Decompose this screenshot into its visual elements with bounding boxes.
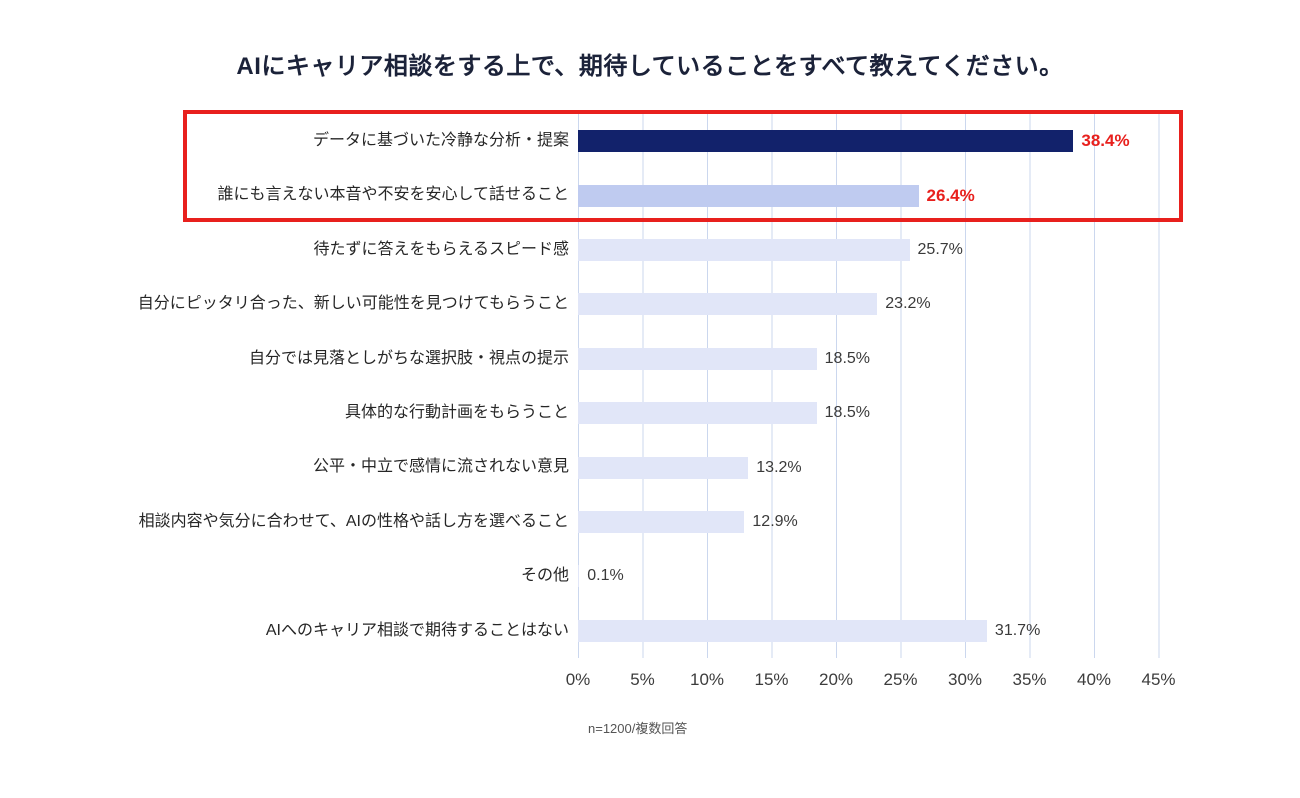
- bar-track: 31.7%: [578, 603, 1186, 658]
- bar-track: 0.1%: [578, 549, 1186, 604]
- x-tick: 30%: [947, 669, 983, 689]
- value-label: 31.7%: [994, 621, 1041, 639]
- bar-track: 13.2%: [578, 440, 1186, 495]
- bar-track: 38.4%: [578, 114, 1186, 169]
- x-tick: 0%: [565, 669, 591, 689]
- bar-row: データに基づいた冷静な分析・提案 38.4%: [95, 114, 1186, 169]
- category-label: 公平・中立で感情に流されない意見: [312, 458, 569, 476]
- bar: [578, 619, 987, 642]
- bar-track: 12.9%: [578, 494, 1186, 550]
- bar: [578, 130, 1074, 153]
- category-label: 待たずに答えをもらえるスピード感: [313, 240, 569, 258]
- value-label: 0.1%: [587, 567, 624, 585]
- bar-row: 相談内容や気分に合わせて、AIの性格や話し方を選べること 12.9%: [95, 494, 1186, 550]
- category-label: 誰にも言えない本音や不安を安心して話せること: [217, 186, 569, 204]
- x-tick: 35%: [1012, 669, 1047, 689]
- x-tick: 10%: [689, 669, 725, 689]
- value-label: 18.5%: [824, 404, 871, 422]
- bar: [578, 402, 817, 425]
- bar: [578, 238, 910, 261]
- bar-track: 18.5%: [578, 331, 1186, 386]
- category-label: AIへのキャリア相談で期待することはない: [265, 621, 569, 639]
- chart-title: AIにキャリア相談をする上で、期待していることをすべて教えてください。: [236, 53, 1064, 80]
- value-label: 12.9%: [752, 512, 798, 530]
- bar: [578, 510, 745, 533]
- bar-row: その他 0.1%: [95, 549, 1186, 604]
- bar-row: 自分にピッタリ合った、新しい可能性を見つけてもらうこと 23.2%: [95, 277, 1186, 332]
- category-label: データに基づいた冷静な分析・提案: [312, 132, 569, 149]
- bar-row: 待たずに答えをもらえるスピード感 25.7%: [95, 222, 1186, 278]
- value-label: 23.2%: [885, 295, 931, 313]
- bar-chart: データに基づいた冷静な分析・提案 38.4% 誰にも言えない本音や不安を安心して話せ…: [95, 114, 1186, 692]
- bar-track: 18.5%: [578, 385, 1186, 441]
- x-tick: 40%: [1076, 669, 1112, 689]
- x-tick: 20%: [818, 669, 854, 689]
- category-label: 具体的な行動計画をもらうこと: [344, 403, 569, 421]
- x-tick: 5%: [630, 669, 655, 689]
- category-label: 自分では見落としがちな選択肢・視点の提示: [248, 349, 569, 367]
- bar-row: 誰にも言えない本音や不安を安心して話せること 26.4%: [95, 168, 1186, 223]
- value-label: 18.5%: [824, 349, 871, 367]
- x-tick: 45%: [1141, 669, 1176, 689]
- bar-row: AIへのキャリア相談で期待することはない 31.7%: [95, 603, 1186, 658]
- bar-track: 25.7%: [578, 222, 1186, 278]
- bar-track: 23.2%: [578, 277, 1186, 332]
- bar: [578, 347, 817, 370]
- bar-row: 具体的な行動計画をもらうこと 18.5%: [95, 385, 1186, 441]
- value-label: 25.7%: [917, 240, 963, 258]
- category-label: 相談内容や気分に合わせて、AIの性格や話し方を選べること: [138, 512, 569, 530]
- bar: [578, 456, 749, 479]
- x-tick: 25%: [883, 669, 918, 689]
- sample-size-note: n=1200/複数回答: [588, 721, 688, 736]
- value-label: 38.4%: [1081, 131, 1130, 151]
- bar-track: 26.4%: [578, 168, 1186, 223]
- x-axis: 0% 5% 10% 15% 20% 25% 30% 35% 40% 45%: [566, 658, 1186, 692]
- bar-rows: データに基づいた冷静な分析・提案 38.4% 誰にも言えない本音や不安を安心して話せ…: [95, 114, 1186, 658]
- category-label: 自分にピッタリ合った、新しい可能性を見つけてもらうこと: [137, 295, 569, 313]
- bar: [578, 184, 919, 207]
- category-label: その他: [520, 567, 569, 585]
- value-label: 26.4%: [926, 185, 975, 205]
- value-label: 13.2%: [756, 458, 802, 476]
- bar: [578, 565, 580, 588]
- bar: [578, 293, 878, 316]
- x-tick: 15%: [754, 669, 789, 689]
- bar-row: 自分では見落としがちな選択肢・視点の提示 18.5%: [95, 331, 1186, 386]
- bar-row: 公平・中立で感情に流されない意見 13.2%: [95, 440, 1186, 495]
